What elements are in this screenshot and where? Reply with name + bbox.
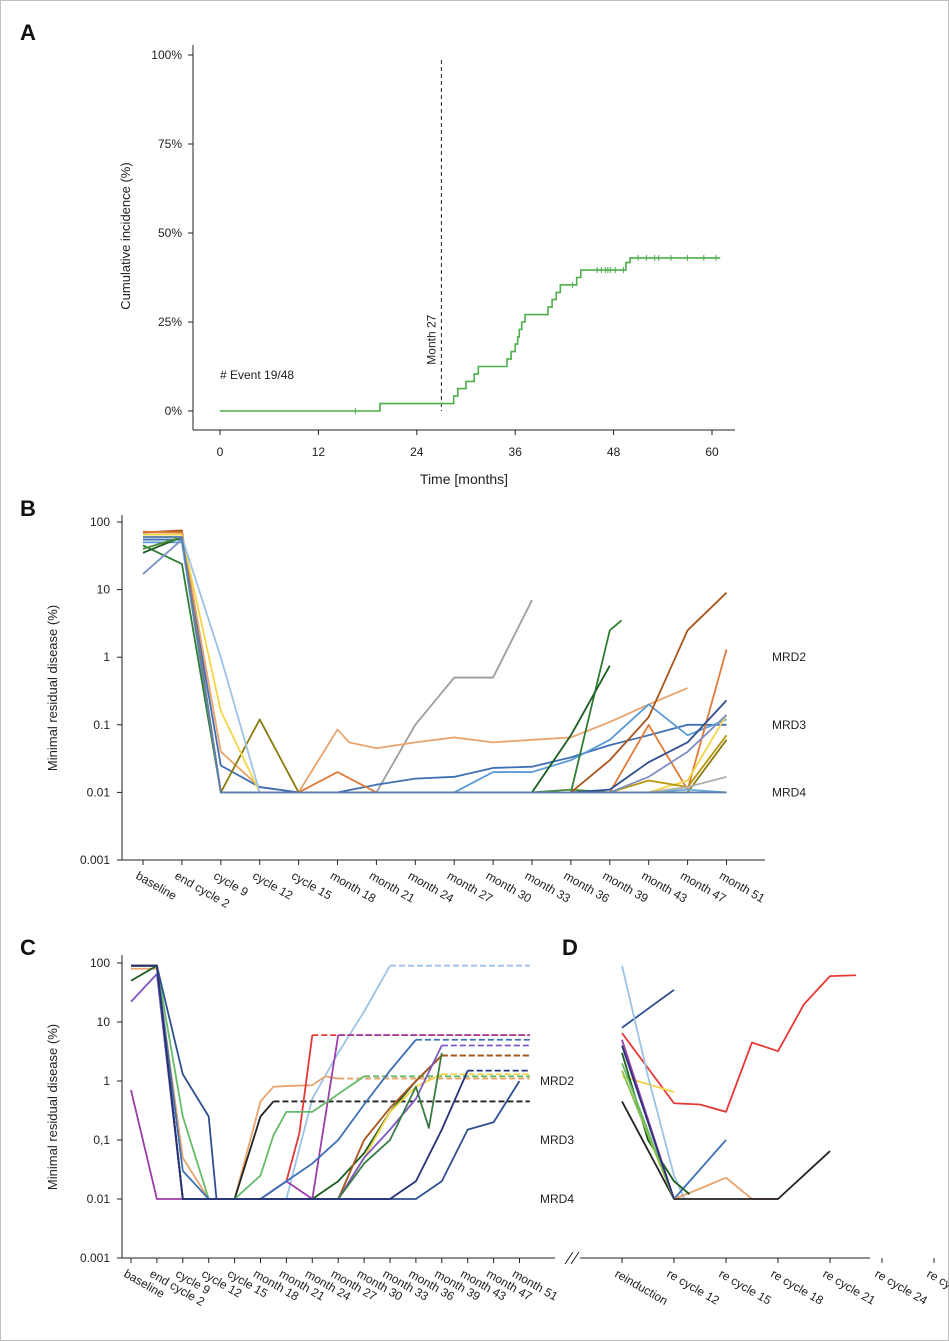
panel-a-x-tick-label: 60 xyxy=(705,445,719,459)
panel-d-x-tick-label: re cycle 21 xyxy=(821,1266,879,1307)
panel-b-series-line xyxy=(142,536,611,794)
panel-b-x-tick-label: month 51 xyxy=(717,868,768,905)
panel-a-y-tick-label: 25% xyxy=(158,315,182,329)
panel-c-chart: Minimal residual disease (%) 0.001 0.01 0,… xyxy=(45,955,574,1309)
panel-b-y-tick-label: 100 xyxy=(90,515,110,529)
panel-d-series-line xyxy=(621,989,675,1029)
panel-b-series-line xyxy=(143,536,727,794)
panel-d-series-line xyxy=(621,965,686,1200)
panel-b-series-line xyxy=(143,538,727,794)
panel-b-series-line xyxy=(143,541,727,794)
panel-c-y-tick-label: 0.01 xyxy=(87,1192,111,1206)
panel-b-series-line xyxy=(142,529,728,794)
panel-c-series-line xyxy=(131,964,521,1200)
panel-a-x-tick-label: 24 xyxy=(410,445,424,459)
axis-break-mark-1 xyxy=(564,1251,574,1265)
panel-a-chart: Cumulative incidence (%) Time [months] #… xyxy=(118,45,735,487)
panel-b-y-tick-label: 10 xyxy=(97,583,111,597)
panel-d-x-tick-label: re cycle 12 xyxy=(665,1266,723,1307)
panel-b-threshold-label: MRD3 xyxy=(772,718,806,732)
panel-c-series-line xyxy=(131,964,417,1200)
panel-a-y-tick-label: 50% xyxy=(158,226,182,240)
panel-b-series-line xyxy=(143,533,728,794)
panel-b-threshold-label: MRD4 xyxy=(772,785,806,799)
panel-d-x-tick-label: re cycle 27 xyxy=(925,1266,949,1307)
panel-a-x-tick-label: 36 xyxy=(509,445,523,459)
panel-c-y-tick-label: 0.001 xyxy=(80,1251,110,1265)
panel-b-chart: Minimal residual disease (%) 0.001 0.01 0.… xyxy=(45,515,806,911)
panel-a-y-tick-label: 100% xyxy=(151,48,182,62)
panel-b-series-line xyxy=(143,536,727,794)
panel-d-x-tick-label: re cycle 24 xyxy=(873,1266,931,1307)
panel-letter-a: A xyxy=(20,20,36,45)
panel-c-series-line xyxy=(131,964,314,1200)
panel-c-y-label: Minimal residual disease (%) xyxy=(45,1024,60,1190)
panel-letter-d: D xyxy=(562,935,578,960)
panel-d-x-tick-label: re cycle 18 xyxy=(769,1266,827,1307)
panel-a-event-annotation: # Event 19/48 xyxy=(220,368,294,382)
panel-b-series-line xyxy=(143,536,728,794)
panel-c-series-line xyxy=(131,964,365,1200)
panel-b-series-line xyxy=(143,536,727,794)
panel-b-y-tick-label: 0.01 xyxy=(87,785,111,799)
panel-b-series-line xyxy=(143,536,728,794)
panel-b-series-line xyxy=(142,536,610,794)
panel-c-series-line xyxy=(131,964,469,1200)
panel-a-y-tick-label: 0% xyxy=(165,404,183,418)
panel-b-y-tick-label: 1 xyxy=(103,650,110,664)
panel-d-x-tick-label: reinduction xyxy=(613,1266,671,1307)
panel-d-x-tick-label: re cycle 15 xyxy=(717,1266,775,1307)
panel-c-series-line xyxy=(131,964,275,1200)
panel-c-threshold-label: MRD3 xyxy=(540,1133,574,1147)
panel-d-series-line xyxy=(621,974,857,1113)
panel-a-x-tick-label: 48 xyxy=(607,445,621,459)
panel-letter-b: B xyxy=(20,496,36,521)
panel-c-y-tick-label: 0,1 xyxy=(93,1133,110,1147)
panel-d-axis-break xyxy=(564,1251,580,1265)
panel-a-x-tick-label: 0 xyxy=(217,445,224,459)
panel-b-series-line xyxy=(143,531,688,794)
panel-b-y-tick-label: 0.001 xyxy=(80,853,110,867)
panel-letter-c: C xyxy=(20,935,36,960)
axis-break-mark-2 xyxy=(570,1251,580,1265)
panel-a-y-tick-label: 75% xyxy=(158,137,182,151)
panel-b-x-tick-label: cycle 15 xyxy=(289,868,334,902)
panel-a-incidence-curve xyxy=(220,257,721,412)
panel-a-x-label: Time [months] xyxy=(420,471,508,487)
panel-a-reference-label: Month 27 xyxy=(424,314,438,364)
panel-b-x-tick-label: baseline xyxy=(134,868,180,903)
panel-c-series-line xyxy=(131,967,339,1200)
panel-c-y-tick-label: 100 xyxy=(90,956,110,970)
panel-b-series-line xyxy=(142,530,728,794)
panel-b-series-line xyxy=(142,538,728,794)
panel-d-series-line xyxy=(673,1139,727,1200)
panel-c-threshold-label: MRD2 xyxy=(540,1074,574,1088)
panel-d-series-line xyxy=(621,1101,831,1200)
panel-b-y-label: Minimal residual disease (%) xyxy=(45,605,60,771)
panel-b-series-line xyxy=(143,536,728,794)
panel-a-x-tick-label: 12 xyxy=(312,445,326,459)
panel-b-series-line xyxy=(143,536,727,794)
panel-d-series-line xyxy=(621,1045,675,1200)
panel-c-y-tick-label: 1 xyxy=(103,1074,110,1088)
panel-b-threshold-label: MRD2 xyxy=(772,650,806,664)
panel-a-y-label: Cumulative incidence (%) xyxy=(118,162,133,309)
panel-d-series-line xyxy=(621,1070,675,1200)
panel-b-y-tick-label: 0.1 xyxy=(93,718,110,732)
panel-b-x-tick-label: cycle 12 xyxy=(250,868,295,902)
panel-c-y-tick-label: 10 xyxy=(97,1015,111,1029)
panel-c-threshold-label: MRD4 xyxy=(540,1192,574,1206)
